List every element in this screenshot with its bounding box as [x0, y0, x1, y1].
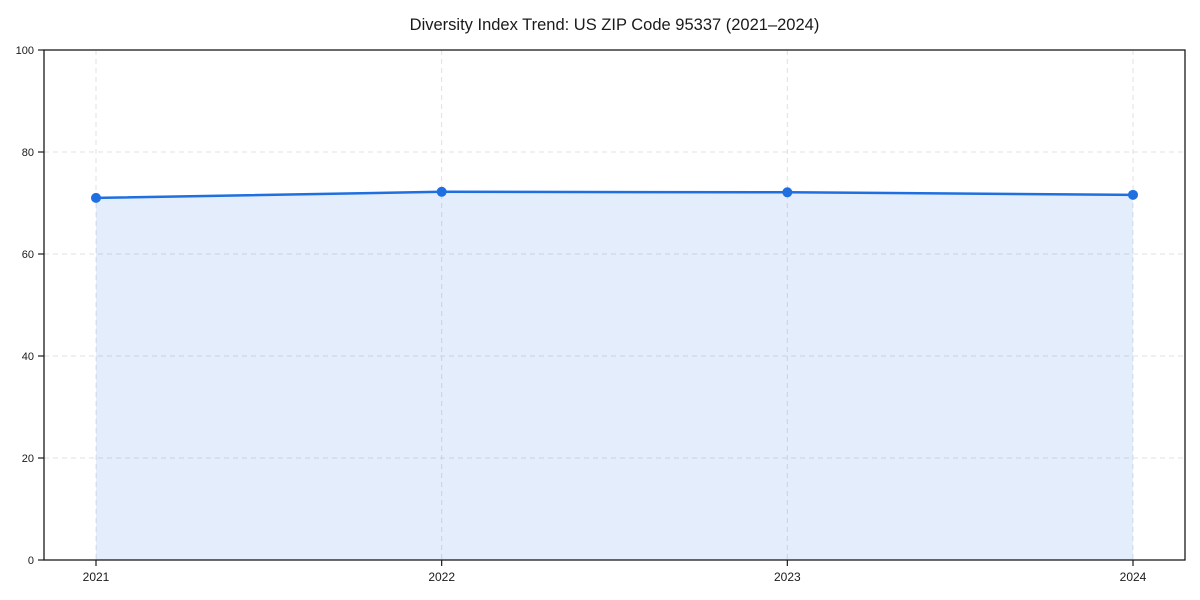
x-tick-label: 2021 — [83, 570, 110, 584]
y-tick-label: 20 — [22, 453, 34, 465]
trend-line — [94, 190, 1135, 200]
data-point-marker — [782, 187, 793, 198]
y-tick-label: 100 — [16, 45, 34, 57]
y-tick-label: 80 — [22, 147, 34, 159]
data-point-marker — [91, 192, 101, 203]
data-point-marker — [436, 186, 447, 197]
chart-title: Diversity Index Trend: US ZIP Code 95337… — [410, 16, 820, 34]
x-tick-label: 2023 — [774, 570, 801, 584]
area-fill — [96, 191, 1133, 560]
y-tick-label: 40 — [22, 351, 34, 363]
x-tick-label: 2022 — [428, 570, 455, 584]
data-point-marker — [1128, 189, 1138, 200]
plot-border — [43, 49, 1186, 561]
x-tick-label: 2024 — [1120, 570, 1147, 584]
y-tick-label: 60 — [22, 249, 34, 261]
y-tick-label: 0 — [28, 555, 34, 567]
